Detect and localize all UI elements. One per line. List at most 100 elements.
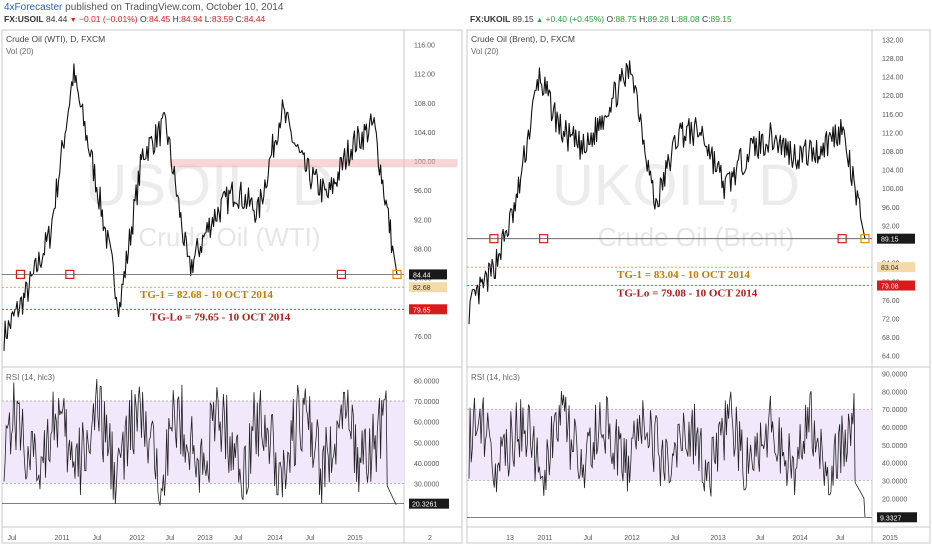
rsi-series bbox=[468, 390, 866, 518]
rsi-last-tag: 9.3327 bbox=[880, 515, 902, 522]
time-tick-label: Jul bbox=[166, 535, 175, 542]
time-tick-label: Jul bbox=[93, 535, 102, 542]
price-tick-label: 100.00 bbox=[882, 186, 904, 193]
price-tick-label: 92.00 bbox=[882, 223, 900, 230]
rsi-tick-label: 80.0000 bbox=[882, 389, 907, 396]
high-value: 84.94 bbox=[181, 14, 203, 24]
price-tick-label: 76.00 bbox=[414, 334, 432, 341]
watermark-symbol: UKOIL, D bbox=[552, 153, 800, 218]
time-tick-label: Jul bbox=[836, 535, 845, 542]
quote-bar-right: FX:UKOIL 89.15 ▲ +0.40 (+0.45%) O:88.75 … bbox=[470, 14, 732, 24]
price-tick-label: 76.00 bbox=[882, 298, 900, 305]
rsi-tick-label: 80.0000 bbox=[414, 378, 439, 385]
rsi-label: RSI (14, hlc3) bbox=[6, 373, 55, 382]
rsi-tick-label: 40.0000 bbox=[414, 461, 439, 468]
time-tick-label: 2011 bbox=[537, 535, 552, 542]
time-tick-label: Jul bbox=[584, 535, 593, 542]
rsi-tick-label: 20.0000 bbox=[882, 496, 907, 503]
chart-panel-brent: UKOIL, D Crude Oil (Brent) Crude Oil (Bren… bbox=[466, 29, 931, 544]
tglo-label: TG-Lo = 79.65 - 10 OCT 2014 bbox=[150, 311, 291, 323]
watermark-name: Crude Oil (WTI) bbox=[139, 222, 321, 252]
last-price-tag: 84.44 bbox=[413, 272, 431, 279]
last-price-tag-bg bbox=[409, 269, 447, 280]
close-value: 84.44 bbox=[244, 14, 266, 24]
price-series bbox=[468, 60, 866, 325]
time-tick-label: Jul bbox=[234, 535, 243, 542]
price-tick-label: 112.00 bbox=[882, 130, 903, 137]
symbol-label[interactable]: FX:USOIL bbox=[4, 14, 44, 24]
support-touch-marker bbox=[539, 234, 549, 244]
time-tick-label: 13 bbox=[506, 535, 514, 542]
rsi-tick-label: 50.0000 bbox=[882, 443, 907, 450]
time-tick-label: 2012 bbox=[624, 535, 640, 542]
price-change: +0.40 (+0.45%) bbox=[545, 14, 605, 24]
time-tick-label: Jul bbox=[671, 535, 680, 542]
high-value: 89.28 bbox=[647, 14, 669, 24]
price-tick-label: 116.00 bbox=[882, 112, 903, 119]
price-tick-label: 116.00 bbox=[414, 43, 435, 50]
publish-line: 4xForecaster published on TradingView.co… bbox=[4, 2, 283, 13]
rsi-tick-label: 60.0000 bbox=[882, 425, 907, 432]
price-tick-label: 128.00 bbox=[882, 56, 904, 63]
tg1-price-tag-bg bbox=[877, 262, 915, 273]
price-tick-label: 104.00 bbox=[414, 130, 436, 137]
time-tick-label: 2013 bbox=[197, 535, 213, 542]
price-tick-label: 72.00 bbox=[882, 316, 900, 323]
rsi-tick-label: 40.0000 bbox=[882, 461, 907, 468]
rsi-tick-label: 60.0000 bbox=[414, 420, 439, 427]
author-link[interactable]: 4xForecaster bbox=[4, 2, 63, 13]
current-price-marker bbox=[860, 234, 870, 244]
price-tick-label: 96.00 bbox=[882, 205, 900, 212]
rsi-tick-label: 30.0000 bbox=[414, 482, 439, 489]
rsi-tick-label: 70.0000 bbox=[414, 399, 439, 406]
chart-title: Crude Oil (Brent), D, FXCM bbox=[471, 34, 575, 44]
time-tick-label: 2014 bbox=[267, 535, 283, 542]
tg1-price-tag: 83.04 bbox=[881, 265, 899, 272]
tglo-price-tag: 79.08 bbox=[881, 284, 899, 291]
watermark-name: Crude Oil (Brent) bbox=[598, 222, 795, 252]
low-value: 83.59 bbox=[211, 14, 234, 24]
price-tick-label: 68.00 bbox=[882, 335, 900, 342]
price-series bbox=[3, 63, 398, 351]
price-tick-label: 104.00 bbox=[882, 168, 904, 175]
tglo-price-tag-bg bbox=[877, 280, 915, 291]
tglo-label: TG-Lo = 79.08 - 10 OCT 2014 bbox=[617, 288, 758, 300]
rsi-tick-label: 30.0000 bbox=[882, 478, 907, 485]
time-tick-label: Jul bbox=[306, 535, 315, 542]
time-tick-label: 2014 bbox=[792, 535, 808, 542]
chart-title: Crude Oil (WTI), D, FXCM bbox=[6, 34, 105, 44]
price-tick-label: 108.00 bbox=[414, 101, 436, 108]
time-tick-label: 2011 bbox=[54, 535, 69, 542]
time-tick-label: 2 bbox=[428, 535, 432, 542]
price-tick-label: 132.00 bbox=[882, 37, 904, 44]
price-tick-label: 96.00 bbox=[414, 188, 432, 195]
volume-label: Vol (20) bbox=[6, 47, 34, 56]
down-arrow-icon: ▼ bbox=[69, 17, 77, 24]
tglo-price-tag-bg bbox=[409, 304, 447, 315]
tg1-price-tag: 82.68 bbox=[413, 285, 431, 292]
price-tick-label: 88.00 bbox=[414, 246, 432, 253]
time-tick-label: Jul bbox=[756, 535, 765, 542]
last-price: 89.15 bbox=[512, 14, 534, 24]
close-value: 89.15 bbox=[710, 14, 732, 24]
publish-info: published on TradingView.com, October 10… bbox=[62, 2, 284, 13]
volume-label: Vol (20) bbox=[471, 47, 499, 56]
rsi-tick-label: 50.0000 bbox=[414, 440, 439, 447]
price-tick-label: 64.00 bbox=[882, 354, 900, 361]
support-touch-marker bbox=[65, 269, 75, 280]
rsi-tick-label: 90.0000 bbox=[882, 372, 907, 379]
symbol-label[interactable]: FX:UKOIL bbox=[470, 14, 511, 24]
last-price-tag-bg bbox=[877, 233, 915, 244]
support-touch-marker bbox=[837, 234, 847, 244]
time-tick-label: 2015 bbox=[882, 535, 898, 542]
panel-frame bbox=[1, 29, 463, 544]
tg1-price-tag-bg bbox=[409, 282, 447, 293]
rsi-last-tag-bg bbox=[409, 498, 449, 509]
rsi-tick-label: 70.0000 bbox=[882, 407, 907, 414]
time-tick-label: 2015 bbox=[347, 535, 363, 542]
support-touch-marker bbox=[15, 269, 26, 280]
price-tick-label: 112.00 bbox=[414, 72, 435, 79]
rsi-last-tag: 20.3261 bbox=[412, 502, 437, 509]
